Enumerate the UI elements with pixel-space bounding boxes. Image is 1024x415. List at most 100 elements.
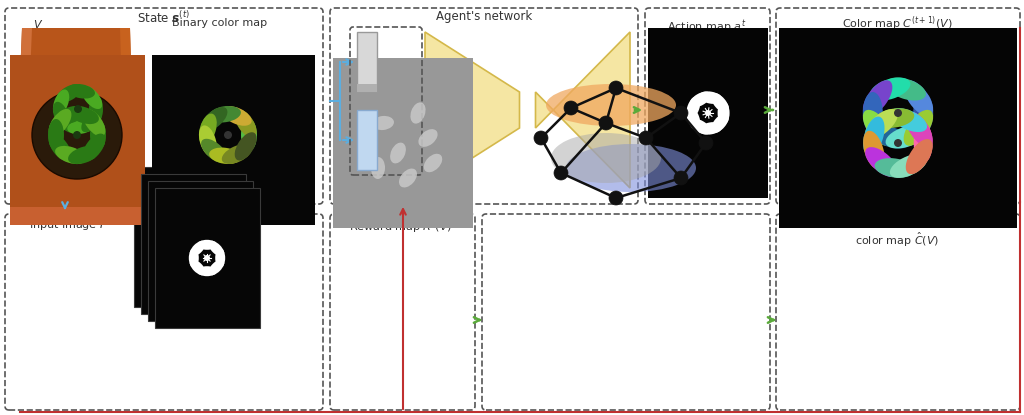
Circle shape — [674, 106, 688, 120]
Text: Agent's network: Agent's network — [436, 10, 532, 23]
Ellipse shape — [83, 134, 105, 161]
Ellipse shape — [863, 131, 885, 169]
Ellipse shape — [424, 154, 442, 172]
Circle shape — [639, 131, 653, 145]
Ellipse shape — [903, 80, 933, 116]
Ellipse shape — [215, 248, 225, 268]
Ellipse shape — [56, 84, 82, 103]
Ellipse shape — [711, 113, 729, 133]
Ellipse shape — [886, 125, 926, 149]
Ellipse shape — [234, 132, 257, 161]
Bar — [10, 207, 145, 225]
Ellipse shape — [686, 96, 700, 119]
Text: Concat: Concat — [381, 92, 389, 124]
Ellipse shape — [371, 157, 385, 179]
Circle shape — [674, 171, 688, 185]
Ellipse shape — [698, 91, 723, 104]
Ellipse shape — [890, 154, 927, 178]
Ellipse shape — [698, 122, 723, 134]
Ellipse shape — [546, 84, 676, 126]
Ellipse shape — [55, 106, 86, 124]
Bar — [779, 58, 1017, 228]
Ellipse shape — [886, 78, 926, 100]
Ellipse shape — [686, 107, 700, 130]
Bar — [357, 110, 377, 170]
Polygon shape — [425, 32, 519, 188]
Ellipse shape — [419, 129, 437, 147]
Bar — [141, 174, 246, 314]
Ellipse shape — [390, 143, 406, 164]
Ellipse shape — [68, 120, 95, 134]
Ellipse shape — [566, 144, 696, 192]
Polygon shape — [536, 32, 630, 188]
Ellipse shape — [903, 110, 933, 146]
Ellipse shape — [188, 248, 199, 268]
Ellipse shape — [48, 109, 72, 137]
Text: Action map $a^t$: Action map $a^t$ — [668, 18, 746, 36]
Ellipse shape — [209, 106, 241, 122]
Ellipse shape — [201, 139, 227, 163]
Bar — [152, 55, 315, 225]
Bar — [357, 84, 377, 92]
Ellipse shape — [913, 92, 933, 134]
Text: Binary color map: Binary color map — [172, 18, 267, 28]
Ellipse shape — [55, 146, 86, 164]
Ellipse shape — [189, 259, 206, 275]
Ellipse shape — [865, 109, 898, 139]
Circle shape — [564, 101, 578, 115]
Text: State $\boldsymbol{s}^{(t)}$: State $\boldsymbol{s}^{(t)}$ — [136, 10, 189, 26]
Text: Color map $C^t(V)$: Color map $C^t(V)$ — [170, 218, 260, 236]
Ellipse shape — [199, 114, 217, 144]
Circle shape — [224, 131, 232, 139]
Bar — [10, 55, 145, 225]
Ellipse shape — [209, 148, 241, 164]
Text: Ground truth
color map $\hat{C}(V)$: Ground truth color map $\hat{C}(V)$ — [855, 218, 939, 249]
Ellipse shape — [81, 109, 102, 132]
Ellipse shape — [863, 110, 892, 146]
Ellipse shape — [234, 110, 257, 138]
Bar — [155, 188, 260, 328]
Ellipse shape — [197, 266, 217, 276]
Ellipse shape — [689, 119, 711, 134]
Ellipse shape — [68, 146, 99, 164]
Ellipse shape — [870, 78, 910, 100]
Bar — [148, 181, 253, 321]
Ellipse shape — [863, 117, 885, 155]
Ellipse shape — [863, 92, 883, 134]
Ellipse shape — [711, 93, 729, 113]
Ellipse shape — [222, 106, 252, 126]
Circle shape — [609, 81, 623, 95]
Ellipse shape — [56, 115, 82, 134]
Ellipse shape — [241, 119, 257, 151]
Ellipse shape — [68, 84, 95, 99]
Ellipse shape — [874, 158, 914, 178]
Bar — [779, 28, 1017, 198]
Ellipse shape — [197, 240, 217, 250]
Text: Reward map $R^t(V)$: Reward map $R^t(V)$ — [349, 218, 453, 236]
Ellipse shape — [48, 119, 63, 151]
Ellipse shape — [83, 109, 105, 137]
Ellipse shape — [39, 73, 117, 145]
Ellipse shape — [906, 139, 933, 174]
Ellipse shape — [372, 116, 394, 130]
Ellipse shape — [81, 86, 102, 109]
Circle shape — [73, 131, 81, 139]
Circle shape — [705, 110, 711, 116]
Ellipse shape — [199, 125, 217, 156]
Circle shape — [554, 166, 568, 180]
Ellipse shape — [913, 123, 933, 163]
Circle shape — [894, 139, 902, 147]
Circle shape — [534, 131, 548, 145]
Circle shape — [894, 109, 902, 117]
Ellipse shape — [89, 95, 103, 123]
Ellipse shape — [718, 101, 729, 125]
Bar — [357, 32, 377, 92]
Ellipse shape — [32, 91, 122, 179]
Ellipse shape — [870, 125, 910, 149]
Bar — [648, 28, 768, 198]
Circle shape — [699, 136, 713, 150]
Ellipse shape — [863, 80, 892, 116]
Ellipse shape — [399, 168, 417, 188]
Polygon shape — [15, 28, 135, 200]
Circle shape — [609, 191, 623, 205]
